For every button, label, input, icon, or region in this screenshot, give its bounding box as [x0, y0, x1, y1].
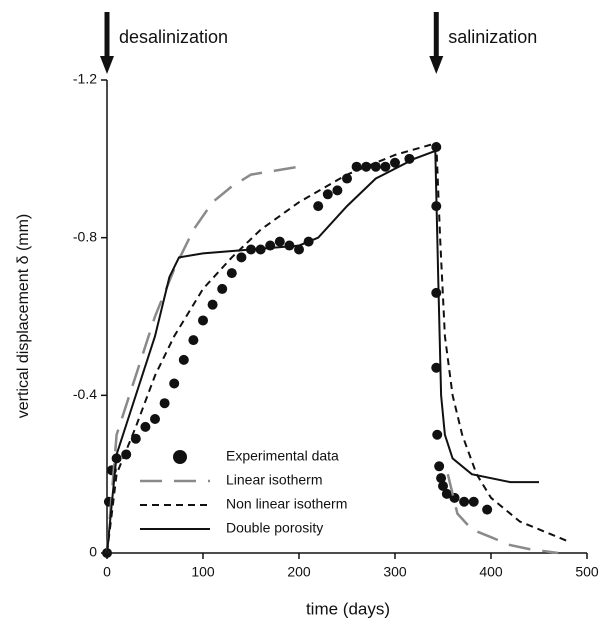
y-tick-label: -0.8	[73, 228, 97, 244]
data-point	[438, 480, 448, 491]
data-point	[361, 161, 372, 172]
data-point	[332, 185, 343, 196]
data-point	[169, 378, 180, 389]
data-point	[459, 496, 470, 507]
data-point	[390, 157, 400, 168]
series-line	[106, 141, 569, 554]
y-tick-label: -0.4	[73, 386, 97, 402]
y-axis-label: vertical displacement δ (mm)	[15, 214, 32, 419]
x-tick-label: 300	[383, 564, 407, 580]
series-line	[105, 165, 559, 555]
data-point	[188, 335, 199, 346]
data-point	[150, 413, 160, 424]
data-point	[274, 236, 285, 247]
y-tick-label: -1.2	[73, 71, 97, 87]
data-point	[322, 189, 333, 200]
legend-label: Non linear isotherm	[226, 496, 347, 512]
annotation-arrowhead	[100, 56, 114, 74]
x-tick-label: 100	[191, 564, 215, 580]
data-point	[436, 473, 447, 484]
x-axis-label: time (days)	[306, 599, 390, 618]
data-point	[432, 429, 443, 440]
x-tick-label: 0	[103, 564, 111, 580]
data-point	[130, 433, 141, 444]
data-point	[207, 299, 218, 310]
legend-label: Double porosity	[226, 520, 323, 536]
data-point	[342, 173, 352, 184]
data-point	[313, 201, 324, 212]
data-point	[226, 268, 237, 279]
legend-symbol	[173, 450, 187, 464]
data-point	[217, 283, 228, 294]
data-point	[431, 287, 442, 298]
series-line	[106, 149, 539, 554]
data-point	[404, 153, 415, 164]
data-point	[236, 252, 247, 263]
y-tick-label: 0	[89, 544, 97, 560]
x-tick-label: 200	[287, 564, 311, 580]
data-point	[441, 488, 452, 499]
annotation-arrowhead	[429, 56, 444, 74]
data-point	[140, 421, 151, 432]
x-tick-label: 500	[575, 564, 599, 580]
data-point	[434, 461, 445, 472]
legend-label: Linear isotherm	[226, 472, 323, 488]
data-point	[482, 504, 493, 515]
data-point	[178, 354, 189, 365]
data-point	[449, 492, 460, 503]
data-point	[431, 362, 442, 373]
x-tick-label: 400	[479, 564, 503, 580]
annotation: salinization	[448, 27, 537, 47]
legend-label: Experimental data	[226, 448, 339, 464]
annotation: desalinization	[119, 27, 228, 47]
data-point	[468, 496, 479, 507]
data-point	[294, 244, 304, 255]
data-point	[380, 161, 391, 172]
data-point	[198, 315, 208, 326]
data-point	[159, 398, 170, 409]
